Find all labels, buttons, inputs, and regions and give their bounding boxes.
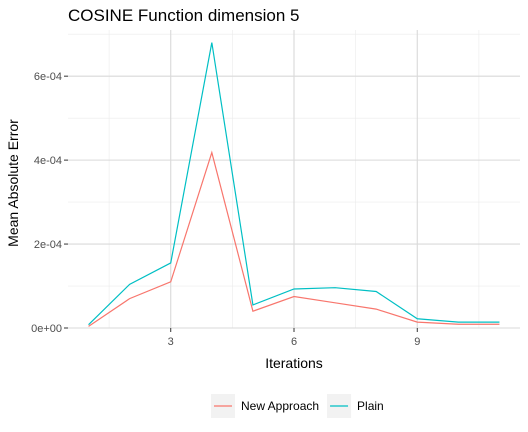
x-axis-title: Iterations xyxy=(265,355,323,371)
y-tick-label: 0e+00 xyxy=(31,323,62,335)
legend-item-plain: Plain xyxy=(327,394,384,418)
series-lines xyxy=(88,42,500,327)
legend-item-new-approach: New Approach xyxy=(211,394,319,418)
x-tick-label: 3 xyxy=(168,336,174,348)
legend-label: New Approach xyxy=(241,399,319,413)
y-tick-label: 2e-04 xyxy=(34,239,62,251)
legend: New Approach Plain xyxy=(211,394,384,418)
series-line-new-approach xyxy=(88,150,500,327)
legend-label: Plain xyxy=(357,399,384,413)
x-tick-label: 6 xyxy=(291,336,297,348)
y-tick-label: 4e-04 xyxy=(34,155,62,167)
y-axis-title: Mean Absolute Error xyxy=(5,119,21,247)
chart-title: COSINE Function dimension 5 xyxy=(68,6,300,25)
x-axis: 3 6 9 xyxy=(168,328,420,348)
y-tick-label: 6e-04 xyxy=(34,71,62,83)
x-tick-label: 9 xyxy=(414,336,420,348)
y-axis: 0e+00 2e-04 4e-04 6e-04 xyxy=(31,71,68,335)
grid xyxy=(68,30,520,329)
series-line-plain xyxy=(88,42,500,326)
